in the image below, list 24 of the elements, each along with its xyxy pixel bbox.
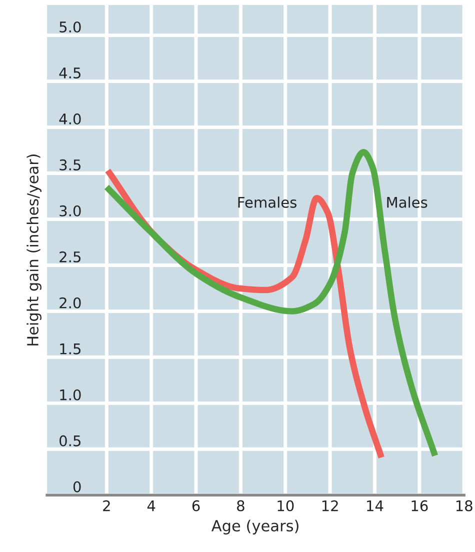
- y-axis-title: Height gain (inches/year): [26, 154, 42, 346]
- y-tick-label: 2.0: [60, 297, 81, 308]
- x-tick-label: 16: [412, 500, 428, 512]
- y-tick-label: 5.0: [60, 21, 81, 32]
- x-tick-label: 18: [456, 500, 472, 512]
- y-tick-label: 0: [73, 481, 81, 492]
- x-tick-label: 14: [367, 500, 384, 512]
- x-tick-label: 2: [103, 500, 110, 512]
- y-tick-label: 4.5: [59, 68, 80, 78]
- x-tick-label: 4: [147, 500, 156, 512]
- x-tick-label: 8: [237, 500, 244, 512]
- annotation: Females: [238, 196, 296, 208]
- x-tick-label: 10: [278, 500, 294, 512]
- y-tick-label: 1.5: [60, 344, 80, 354]
- y-tick-label: 4.0: [59, 113, 81, 124]
- annotation: Males: [387, 196, 428, 208]
- y-tick-label: 1.0: [60, 389, 81, 400]
- y-tick-label: 0.5: [60, 435, 80, 446]
- y-tick-label: 3.5: [60, 159, 80, 170]
- x-tick-label: 12: [322, 500, 338, 512]
- y-tick-label: 2.5: [60, 251, 80, 262]
- x-tick-label: 6: [192, 500, 200, 512]
- x-axis-title: Age (years): [211, 520, 298, 534]
- y-tick-label: 3.0: [60, 205, 81, 216]
